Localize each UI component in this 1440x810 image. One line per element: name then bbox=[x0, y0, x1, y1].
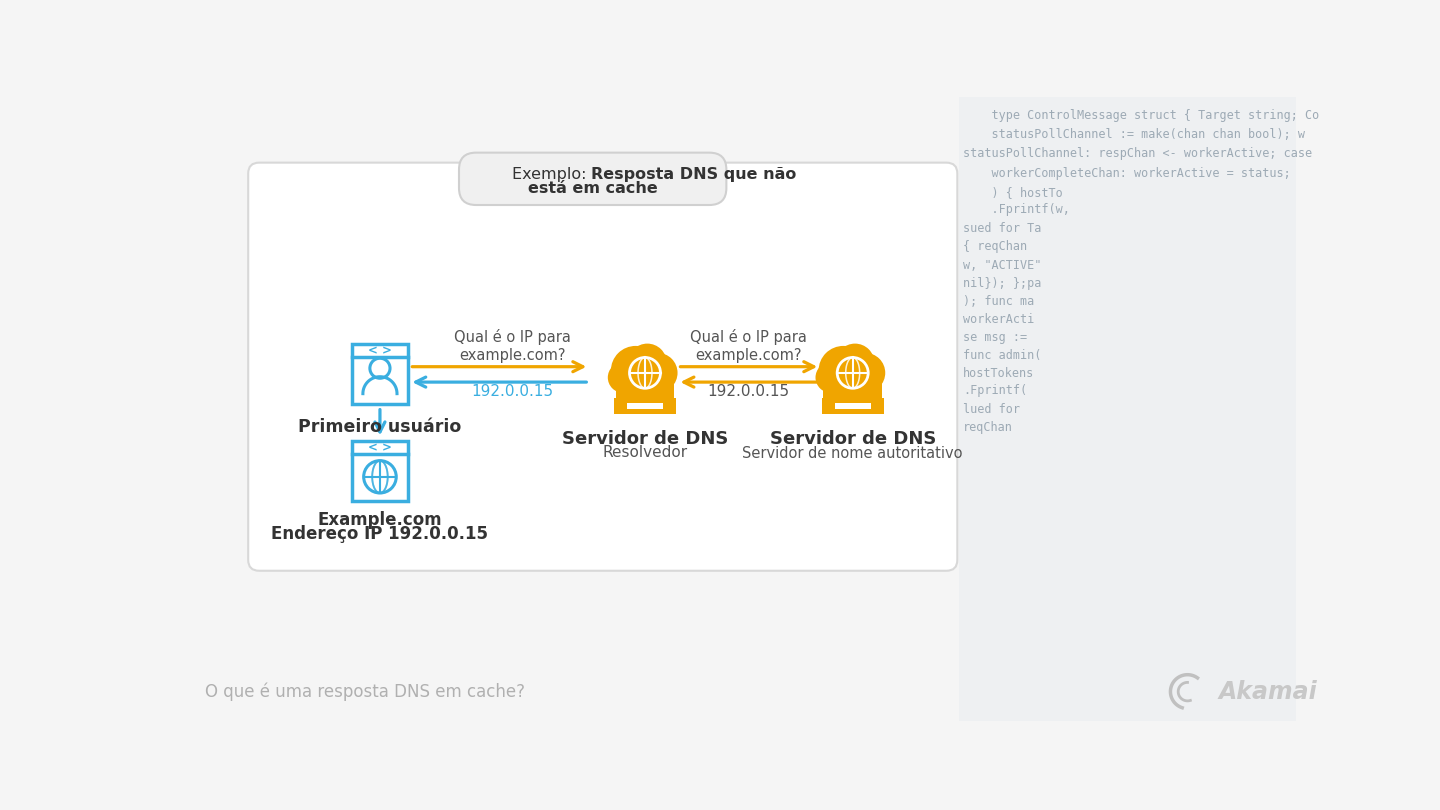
Text: type ControlMessage struct { Target string; Co: type ControlMessage struct { Target stri… bbox=[963, 109, 1319, 122]
Circle shape bbox=[638, 353, 678, 393]
Bar bbox=[824, 370, 883, 398]
Text: Endereço IP 192.0.0.15: Endereço IP 192.0.0.15 bbox=[272, 525, 488, 543]
Text: .Fprintf(: .Fprintf( bbox=[963, 385, 1027, 398]
Text: 192.0.0.15: 192.0.0.15 bbox=[708, 384, 791, 399]
Circle shape bbox=[818, 346, 868, 395]
FancyBboxPatch shape bbox=[351, 344, 408, 404]
Text: Qual é o IP para
example.com?: Qual é o IP para example.com? bbox=[454, 330, 570, 363]
Text: lued for: lued for bbox=[963, 403, 1020, 416]
Text: statusPollChannel: respChan <- workerActive; case: statusPollChannel: respChan <- workerAct… bbox=[963, 147, 1312, 160]
FancyBboxPatch shape bbox=[959, 97, 1296, 721]
Text: Servidor de nome autoritativo: Servidor de nome autoritativo bbox=[743, 446, 963, 461]
Text: O que é uma resposta DNS em cache?: O que é uma resposta DNS em cache? bbox=[204, 682, 524, 701]
Circle shape bbox=[611, 346, 661, 395]
Text: Servidor de DNS: Servidor de DNS bbox=[562, 430, 729, 448]
Text: < >: < > bbox=[369, 441, 392, 454]
Text: w, "ACTIVE": w, "ACTIVE" bbox=[963, 259, 1041, 272]
Circle shape bbox=[608, 362, 639, 393]
Text: { reqChan: { reqChan bbox=[963, 240, 1027, 253]
Text: 192.0.0.15: 192.0.0.15 bbox=[471, 384, 553, 399]
Circle shape bbox=[845, 353, 886, 393]
Bar bbox=[835, 403, 871, 409]
Text: hostTokens: hostTokens bbox=[963, 367, 1034, 380]
FancyBboxPatch shape bbox=[459, 152, 726, 205]
Text: < >: < > bbox=[369, 344, 392, 357]
Text: Exemplo:: Exemplo: bbox=[511, 167, 592, 181]
Text: Qual é o IP para
example.com?: Qual é o IP para example.com? bbox=[690, 330, 808, 363]
Text: ); func ma: ); func ma bbox=[963, 295, 1034, 308]
Bar bbox=[628, 403, 662, 409]
Text: workerActi: workerActi bbox=[963, 313, 1034, 326]
Text: sued for Ta: sued for Ta bbox=[963, 222, 1041, 235]
Circle shape bbox=[835, 343, 874, 382]
Text: Resposta DNS que não: Resposta DNS que não bbox=[592, 167, 796, 181]
Circle shape bbox=[815, 362, 847, 393]
Text: reqChan: reqChan bbox=[963, 420, 1012, 433]
Text: Akamai: Akamai bbox=[1218, 680, 1318, 704]
Text: ) { hostTo: ) { hostTo bbox=[963, 185, 1063, 198]
FancyBboxPatch shape bbox=[351, 441, 408, 501]
Text: Servidor de DNS: Servidor de DNS bbox=[769, 430, 936, 448]
Text: nil}); };pa: nil}); };pa bbox=[963, 276, 1041, 290]
Text: está em cache: está em cache bbox=[528, 181, 658, 196]
Text: .Fprintf(w,: .Fprintf(w, bbox=[963, 203, 1070, 216]
Text: Resolvedor: Resolvedor bbox=[602, 446, 687, 460]
Bar bbox=[615, 370, 674, 398]
Text: se msg :=: se msg := bbox=[963, 330, 1027, 343]
Text: workerCompleteChan: workerActive = status;: workerCompleteChan: workerActive = statu… bbox=[963, 167, 1290, 180]
FancyBboxPatch shape bbox=[248, 163, 958, 571]
Text: Example.com: Example.com bbox=[318, 510, 442, 529]
Text: statusPollChannel := make(chan chan bool); w: statusPollChannel := make(chan chan bool… bbox=[963, 128, 1305, 141]
Bar bbox=[613, 398, 675, 415]
Text: Primeiro usuário: Primeiro usuário bbox=[298, 417, 462, 436]
Bar bbox=[822, 398, 884, 415]
Text: func admin(: func admin( bbox=[963, 349, 1041, 362]
Circle shape bbox=[628, 343, 667, 382]
